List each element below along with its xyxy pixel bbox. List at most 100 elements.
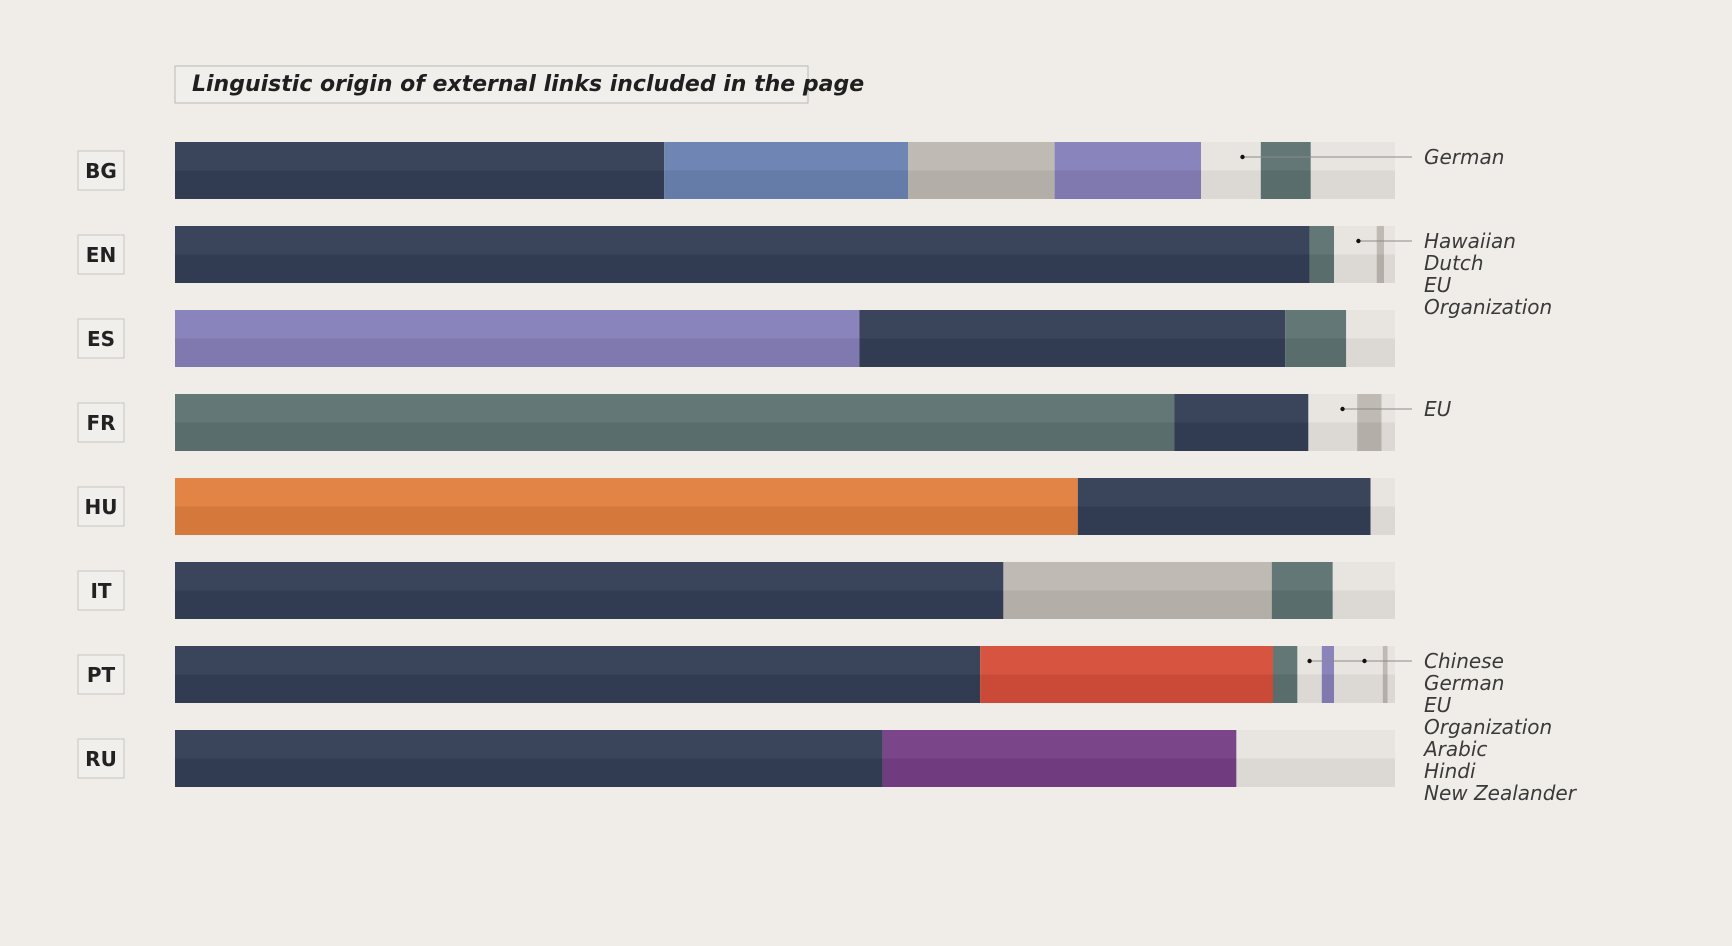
annotation-label: Dutch [1424, 251, 1484, 275]
bar-segment [1334, 646, 1383, 703]
bar-shadow [175, 422, 1395, 451]
bar-highlight [175, 310, 1395, 339]
row-label-box [77, 738, 125, 779]
bar-rows: BG EN ES FR HU IT PT RU [77, 142, 1395, 787]
bar-segment [1310, 142, 1395, 199]
annotation-label: German [1424, 671, 1504, 695]
row-label: HU [85, 495, 118, 519]
annotation-dot [1240, 154, 1245, 160]
bar-row-en: EN [77, 226, 1395, 283]
annotation-dot [1340, 406, 1345, 412]
bar-segment [1174, 394, 1309, 451]
bar-segment [1271, 562, 1333, 619]
bar-shadow [175, 254, 1395, 283]
row-label: FR [86, 411, 115, 435]
bar-highlight [175, 478, 1395, 507]
bar-segment [175, 730, 883, 787]
bar-segment [1297, 646, 1322, 703]
bar-highlight [175, 394, 1395, 423]
bar-segment [1382, 646, 1388, 703]
bar-segment [1370, 478, 1395, 535]
row-label: IT [90, 579, 111, 603]
bar-segment [175, 478, 1078, 535]
row-label: EN [86, 243, 116, 267]
bar-highlight [175, 730, 1395, 759]
row-label-box [77, 150, 125, 191]
bar-row-fr: FR [77, 394, 1395, 451]
bar-segment [1332, 562, 1395, 619]
annotation-label: New Zealander [1424, 781, 1578, 805]
annotation-dot [1356, 238, 1361, 244]
chart-title-text: Linguistic origin of external links incl… [192, 72, 864, 97]
bar-segment [1273, 646, 1298, 703]
annotation-fr: EU [1340, 397, 1452, 421]
bar-highlight [175, 142, 1395, 171]
annotations: GermanHawaiianDutchEUOrganizationEUChine… [1240, 145, 1578, 805]
annotation-label: Hawaiian [1424, 229, 1516, 253]
bar-segment [1201, 142, 1261, 199]
annotation-label: Hindi [1424, 759, 1476, 783]
bar-shadow [175, 590, 1395, 619]
bar-segment [859, 310, 1286, 367]
annotation-label: EU [1424, 397, 1452, 421]
row-label: BG [85, 159, 117, 183]
bar-shadow [175, 170, 1395, 199]
bar-segment [175, 646, 981, 703]
bar-shadow [175, 506, 1395, 535]
bar-segment [1381, 394, 1395, 451]
annotation-pt: ChineseGermanEUOrganizationArabicHindiNe… [1307, 649, 1578, 805]
chart-title: Linguistic origin of external links incl… [174, 65, 864, 104]
bar-row-bg: BG [77, 142, 1395, 199]
bar-segment [1346, 310, 1395, 367]
row-label-box [77, 318, 125, 359]
bar-shadow [175, 674, 1395, 703]
bar-shadow [175, 338, 1395, 367]
bar-segment [175, 226, 1310, 283]
annotation-label: Organization [1424, 715, 1552, 739]
bar-segment [1003, 562, 1272, 619]
row-label: RU [85, 747, 117, 771]
bar-segment [1236, 730, 1395, 787]
row-label-box [77, 486, 125, 527]
annotation-dot [1307, 658, 1312, 664]
bar-segment [175, 142, 665, 199]
annotation-label: EU [1424, 273, 1452, 297]
bar-row-it: IT [77, 562, 1395, 619]
annotation-label: Organization [1424, 295, 1552, 319]
bar-segment [1260, 142, 1311, 199]
row-label-box [77, 654, 125, 695]
bar-segment [1054, 142, 1202, 199]
bar-segment [1285, 310, 1347, 367]
bar-row-pt: PT [77, 646, 1395, 703]
bar-highlight [175, 562, 1395, 591]
bar-highlight [175, 226, 1395, 255]
bar-segment [882, 730, 1237, 787]
bar-segment [1357, 394, 1382, 451]
row-label: PT [87, 663, 116, 687]
annotation-bg: German [1240, 145, 1504, 169]
annotation-label: Chinese [1424, 649, 1504, 673]
bar-segment [1334, 226, 1377, 283]
bar-segment [175, 394, 1175, 451]
bar-segment [1384, 226, 1395, 283]
bar-highlight [175, 646, 1395, 675]
bar-segment [1077, 478, 1371, 535]
row-label-box [77, 234, 125, 275]
row-label: ES [87, 327, 115, 351]
bar-segment [175, 310, 860, 367]
bar-segment [1308, 394, 1358, 451]
row-label-box [77, 402, 125, 443]
annotation-dot [1362, 658, 1367, 664]
bar-row-hu: HU [77, 478, 1395, 535]
bar-segment [1376, 226, 1385, 283]
annotation-label: Arabic [1422, 737, 1487, 761]
bar-segment [664, 142, 909, 199]
bar-shadow [175, 758, 1395, 787]
bar-segment [980, 646, 1273, 703]
row-label-box [77, 570, 125, 611]
bar-row-ru: RU [77, 730, 1395, 787]
bar-segment [1387, 646, 1395, 703]
bar-segment [1309, 226, 1334, 283]
bar-segment [1321, 646, 1334, 703]
